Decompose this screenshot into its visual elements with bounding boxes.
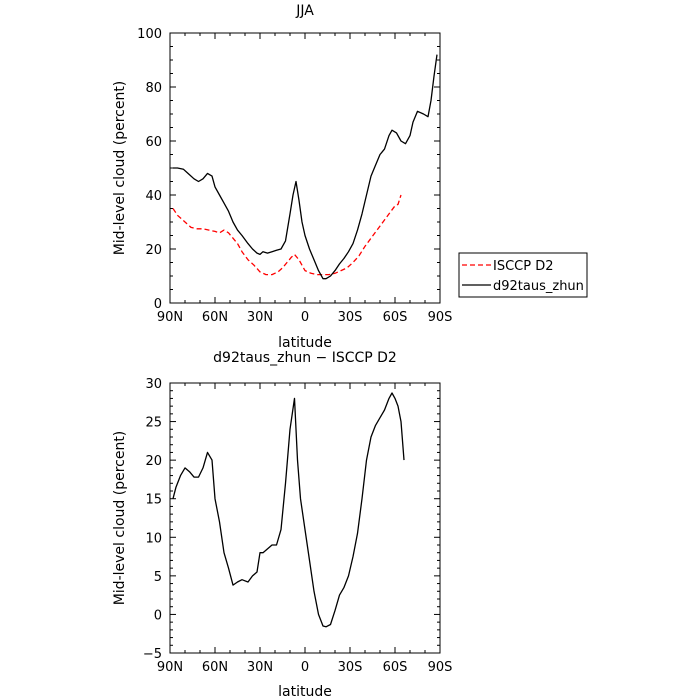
y-tick-label: 0: [154, 297, 162, 312]
chart-title: JJA: [295, 3, 314, 19]
x-tick-label: 0: [301, 660, 309, 675]
x-tick-label: 30S: [338, 660, 363, 675]
x-tick-label: 30N: [247, 310, 273, 325]
x-tick-label: 90N: [157, 310, 183, 325]
x-tick-label: 30S: [338, 310, 363, 325]
y-tick-label: 100: [137, 27, 162, 42]
y-tick-label: 15: [145, 493, 162, 508]
chart-bottom: d92taus_zhun − ISCCP D2 90N 60N 30N 0 30S 60S…: [112, 350, 452, 700]
plot-frame: [169, 32, 441, 304]
y-axis-label: Mid-level cloud (percent): [112, 431, 128, 606]
series-line-d92taus-zhun: [173, 54, 438, 280]
y-tick-label: 0: [154, 608, 162, 623]
y-tick-label: 20: [145, 454, 162, 469]
legend-box: [458, 252, 588, 298]
y-tick-label: −5: [143, 647, 162, 662]
chart-title: d92taus_zhun − ISCCP D2: [213, 350, 397, 366]
x-tick-label: 90N: [157, 660, 183, 675]
x-tick-label: 60N: [202, 310, 228, 325]
y-tick-label: 30: [145, 377, 162, 392]
series-line-diff-0: [172, 392, 405, 628]
x-tick-label: 90S: [428, 310, 453, 325]
x-tick-label: 60S: [383, 310, 408, 325]
axis-ticks: 90N 60N 30N 0 30S 60S 90S 0 20 40 60 80 100: [137, 27, 452, 325]
y-tick-label: 5: [154, 570, 162, 585]
x-axis-label: latitude: [278, 335, 332, 351]
series-group: [172, 392, 405, 628]
legend: ISCCP D2 d92taus_zhun: [458, 252, 588, 298]
x-tick-label: 30N: [247, 660, 273, 675]
y-tick-label: 20: [145, 243, 162, 258]
x-tick-label: 0: [301, 310, 309, 325]
series-group: [172, 54, 438, 280]
chart-top: JJA 90N 60N 30N 0 30S 60S 90S 0 20 40 60 80 100 lati…: [112, 3, 588, 351]
y-tick-label: 80: [145, 81, 162, 96]
y-axis-label: Mid-level cloud (percent): [112, 81, 128, 256]
legend-label-isccp: ISCCP D2: [493, 259, 554, 274]
axis-ticks: 90N 60N 30N 0 30S 60S 90S −5 0 5 10 15 20 25 30: [143, 377, 453, 675]
series-line-isccp-d2: [172, 194, 402, 276]
legend-label-d92: d92taus_zhun: [493, 279, 584, 294]
x-tick-label: 60S: [383, 660, 408, 675]
y-tick-label: 60: [145, 135, 162, 150]
x-tick-label: 90S: [428, 660, 453, 675]
x-tick-label: 60N: [202, 660, 228, 675]
y-tick-label: 10: [145, 531, 162, 546]
plot-frame: [169, 382, 441, 654]
y-tick-label: 25: [145, 416, 162, 431]
y-tick-label: 40: [145, 189, 162, 204]
x-axis-label: latitude: [278, 684, 332, 700]
